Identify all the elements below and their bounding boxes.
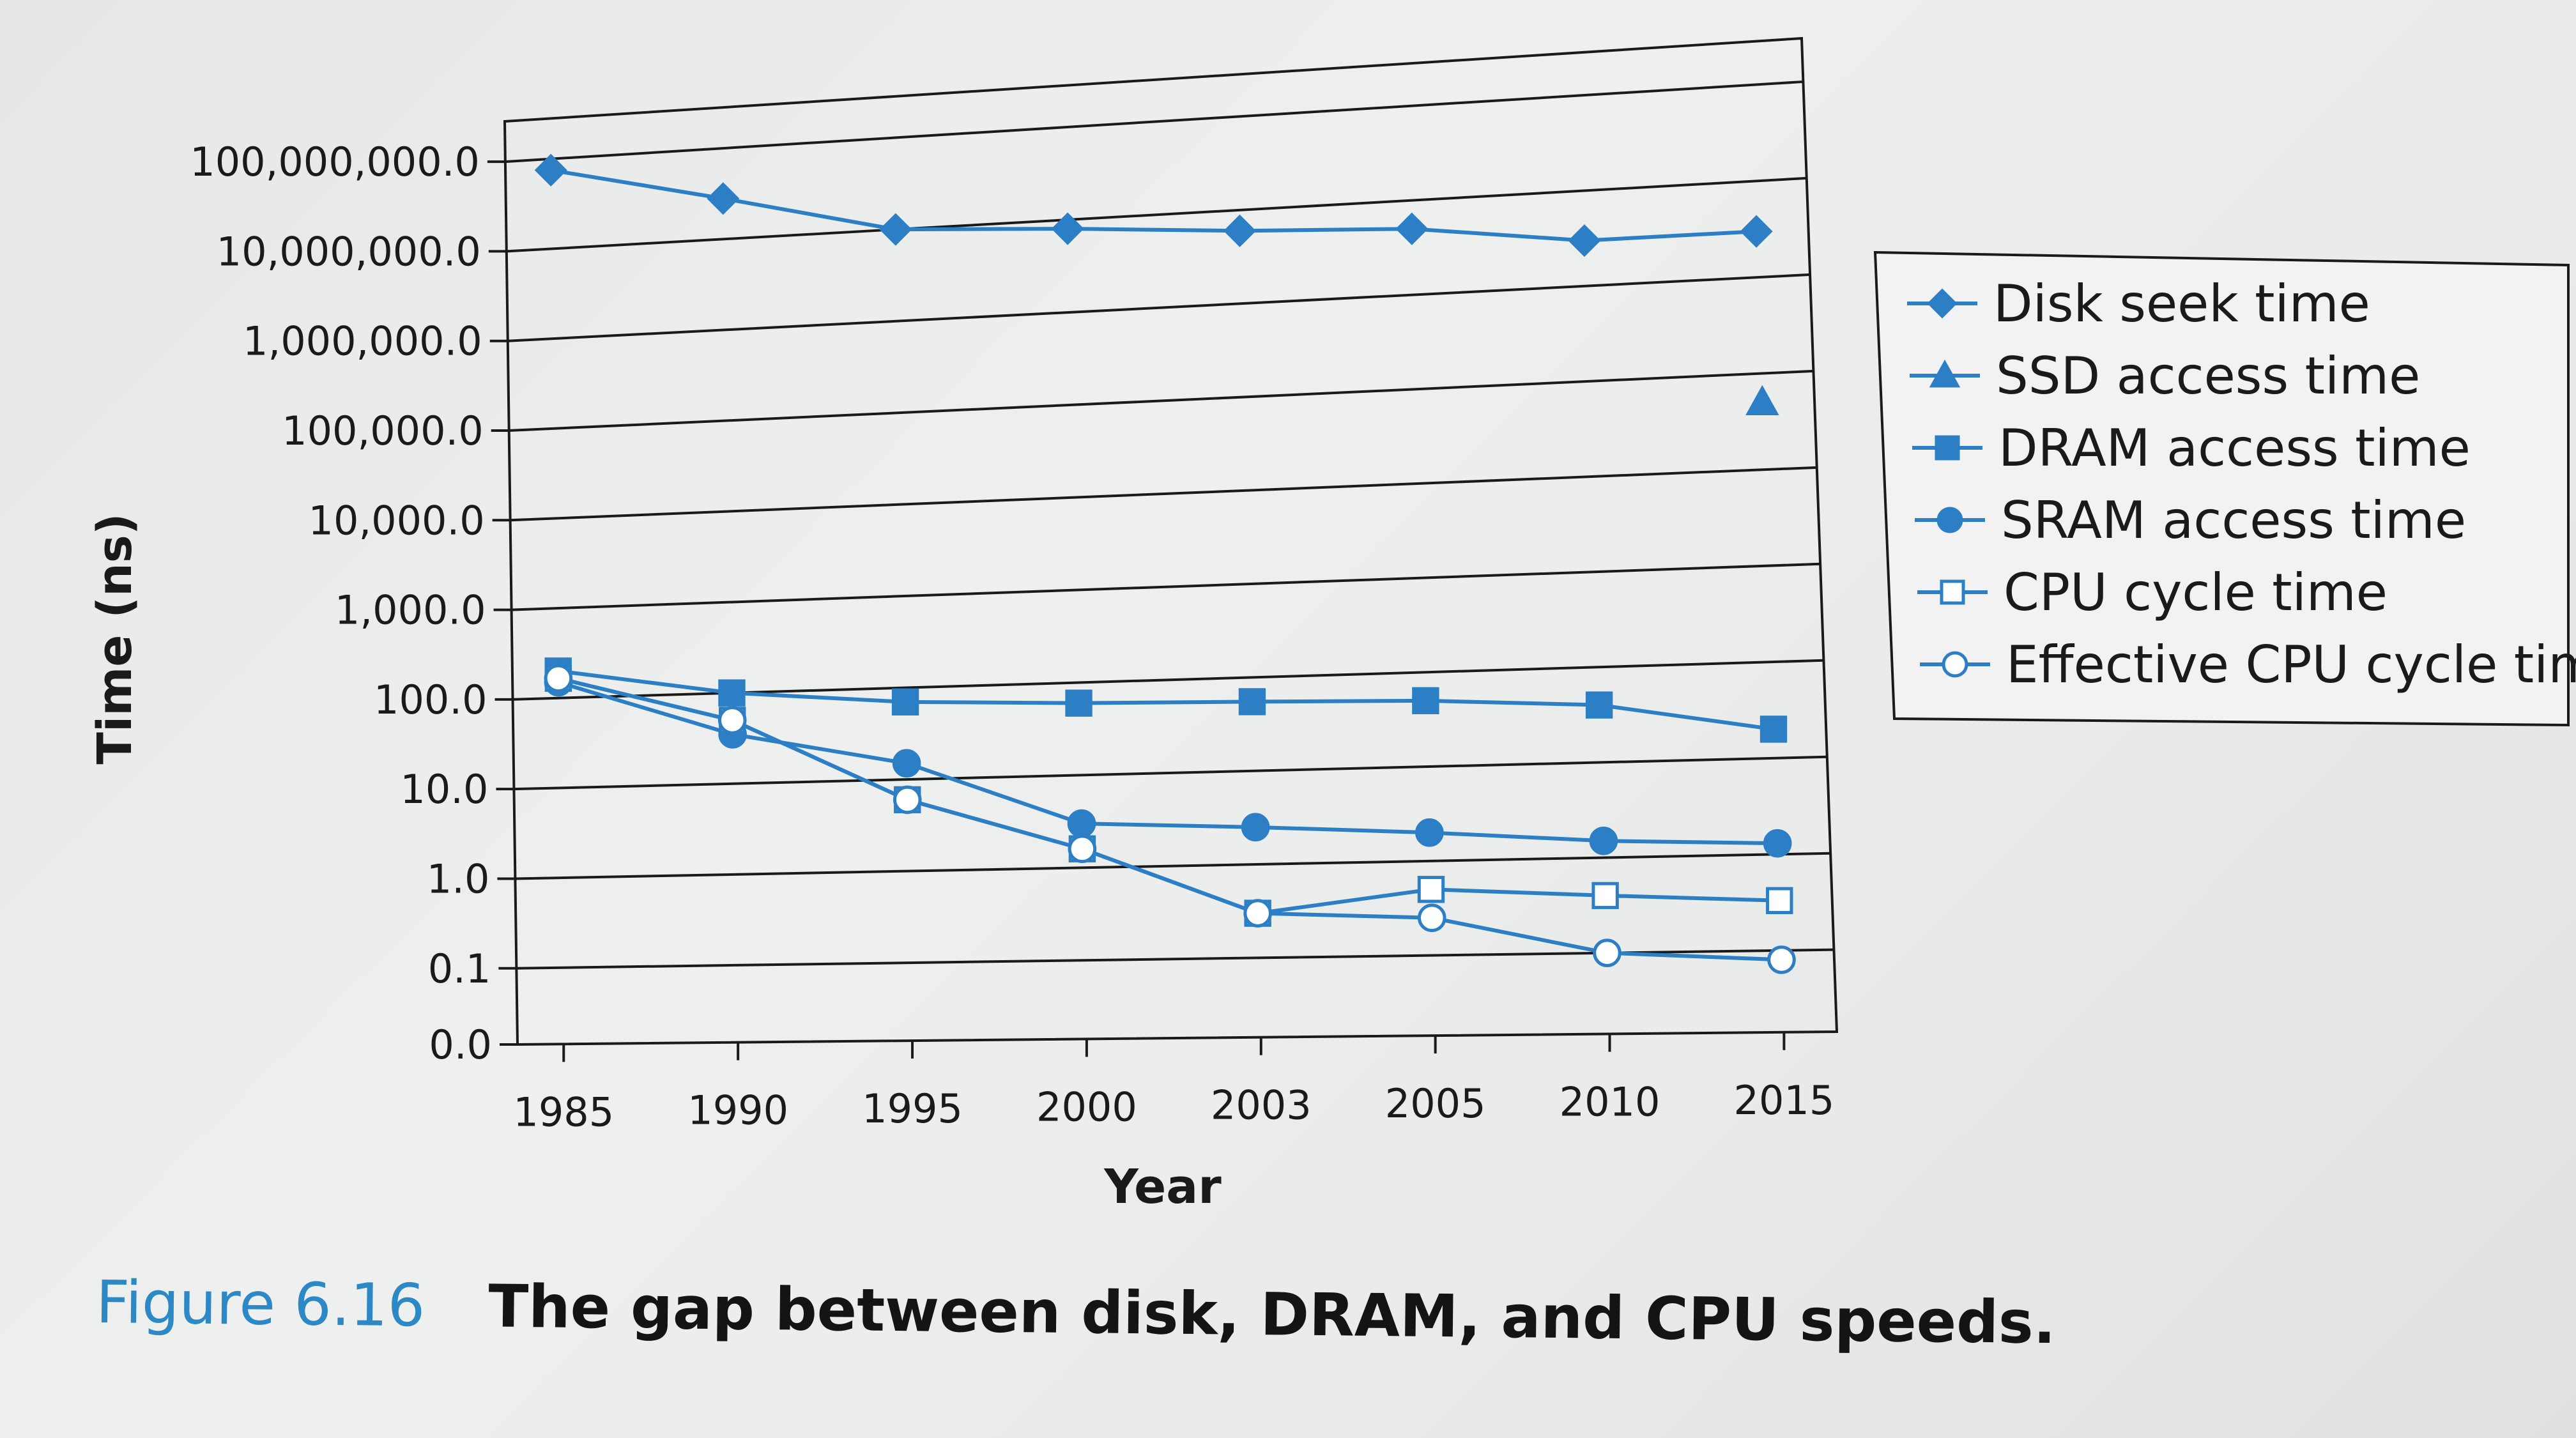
- gridline: [512, 659, 1824, 701]
- y-tick-label: 1.0: [427, 855, 490, 902]
- data-point: [1417, 903, 1446, 933]
- y-tick-label: 10.0: [400, 766, 488, 813]
- series-line: [558, 680, 1778, 846]
- legend-marker: [1936, 507, 1963, 533]
- series-ssd-access-time: [1745, 385, 1779, 415]
- data-point: [1243, 899, 1272, 928]
- x-tick-label: 2010: [1560, 1078, 1660, 1125]
- legend-label: SSD access time: [1996, 346, 2420, 406]
- data-point: [1412, 687, 1439, 715]
- gridline: [505, 80, 1804, 164]
- y-tick-label: 100.0: [374, 677, 487, 723]
- legend-label: Disk seek time: [1993, 274, 2370, 333]
- x-tick-label: 2000: [1036, 1083, 1137, 1130]
- data-point: [1766, 887, 1793, 914]
- series-disk-seek-time: [534, 153, 1773, 257]
- data-point: [544, 664, 573, 693]
- series-effective-cpu-cycle-time: [544, 664, 1796, 974]
- y-tick-label: 0.1: [428, 945, 491, 992]
- data-point: [1051, 212, 1084, 245]
- y-tick-label: 0.0: [429, 1021, 492, 1068]
- data-point: [707, 182, 740, 215]
- legend-marker: [1940, 579, 1965, 605]
- gridline: [509, 369, 1814, 432]
- legend-item: SRAM access time: [1915, 491, 2466, 550]
- data-point: [1759, 715, 1788, 743]
- data-point: [1568, 224, 1601, 257]
- y-tick-label: 100,000.0: [282, 408, 484, 454]
- data-point: [1415, 818, 1444, 847]
- data-point: [1223, 214, 1257, 247]
- y-tick-label: 10,000,000.0: [217, 228, 481, 275]
- data-point: [1238, 688, 1266, 715]
- legend-box: [1873, 250, 2570, 727]
- legend-item: Disk seek time: [1907, 274, 2370, 333]
- legend-label: Effective CPU cycle time: [2006, 635, 2576, 694]
- gridline: [506, 176, 1807, 253]
- gridline: [514, 755, 1827, 791]
- y-tick-label: 1,000,000.0: [243, 318, 482, 365]
- data-point: [1395, 212, 1429, 245]
- data-point: [534, 153, 567, 187]
- data-point: [1065, 689, 1092, 717]
- data-point: [1585, 691, 1613, 719]
- data-point: [1745, 385, 1779, 415]
- data-point: [1593, 938, 1621, 967]
- legend-item: CPU cycle time: [1917, 563, 2388, 622]
- x-axis-title: Year: [1103, 1159, 1222, 1214]
- gridline: [507, 273, 1811, 342]
- gridline: [510, 466, 1817, 522]
- series-line: [558, 669, 1774, 731]
- legend-marker: [1935, 435, 1960, 461]
- data-point: [1740, 215, 1773, 248]
- caption-label: Figure 6.16: [95, 1268, 425, 1340]
- y-tick-label: 1,000.0: [335, 587, 486, 634]
- data-point: [1068, 834, 1097, 864]
- data-point: [1417, 876, 1445, 903]
- data-point: [1067, 809, 1096, 838]
- data-point: [717, 706, 747, 735]
- data-point: [1591, 882, 1619, 910]
- gridline: [511, 562, 1821, 611]
- data-point: [1767, 945, 1796, 974]
- legend-marker: [1942, 651, 1968, 678]
- x-tick-label: 2003: [1211, 1082, 1312, 1129]
- data-point: [1241, 813, 1270, 842]
- y-axis-title: Time (ns): [88, 513, 142, 764]
- x-tick-label: 2015: [1734, 1077, 1835, 1124]
- legend-marker: [1929, 359, 1961, 388]
- grid-lines: [505, 80, 1834, 970]
- y-axis-ticks: 100,000,000.0 10,000,000.0 1,000,000.0 100,…: [190, 139, 518, 1068]
- data-point: [893, 785, 922, 815]
- plot-border: [503, 36, 1839, 1046]
- series-line: [550, 168, 1757, 243]
- legend-item: Effective CPU cycle time: [1920, 635, 2576, 694]
- legend-label: CPU cycle time: [2004, 563, 2388, 622]
- y-tick-label: 10,000.0: [309, 497, 485, 544]
- x-tick-label: 1985: [513, 1089, 614, 1135]
- legend-label: SRAM access time: [2001, 491, 2466, 550]
- data-point: [879, 213, 912, 246]
- x-tick-label: 1990: [687, 1087, 788, 1134]
- legend-label: DRAM access time: [1998, 418, 2471, 478]
- x-tick-label: 1995: [862, 1085, 963, 1132]
- y-tick-label: 100,000,000.0: [190, 139, 480, 185]
- gridline: [515, 852, 1831, 880]
- x-axis-ticks: 1985 1990 1995 2000 2003 2005 2010 2015: [513, 1032, 1835, 1135]
- data-point: [891, 688, 919, 716]
- plot-frame: [503, 36, 1839, 1046]
- data-point: [718, 679, 746, 707]
- legend-item: DRAM access time: [1912, 418, 2471, 478]
- legend: Disk seek time SSD access time DRAM access…: [1873, 250, 2576, 727]
- data-point: [892, 749, 921, 778]
- legend-marker: [1927, 288, 1958, 319]
- x-tick-label: 2005: [1385, 1080, 1486, 1127]
- legend-item: SSD access time: [1910, 346, 2420, 406]
- data-point: [1589, 826, 1618, 855]
- series-layer: [534, 153, 1796, 974]
- series-line: [558, 676, 1782, 962]
- data-point: [1763, 829, 1792, 858]
